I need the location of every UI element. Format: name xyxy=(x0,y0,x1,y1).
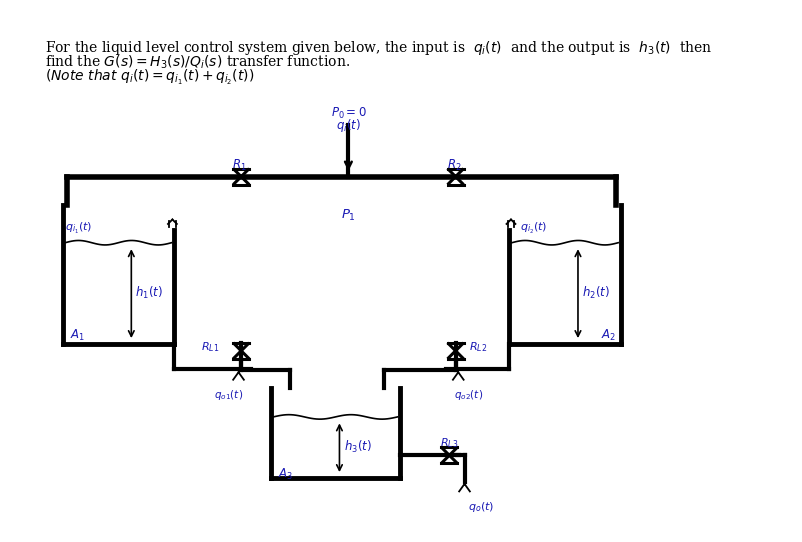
Text: $h_3(t)$: $h_3(t)$ xyxy=(343,439,371,455)
Text: $q_{o2}(t)$: $q_{o2}(t)$ xyxy=(453,388,482,402)
Text: $q_o(t)$: $q_o(t)$ xyxy=(468,500,494,514)
Text: $R_{L2}$: $R_{L2}$ xyxy=(468,340,487,354)
Text: $q_i(t)$: $q_i(t)$ xyxy=(335,117,360,134)
Text: $A_1$: $A_1$ xyxy=(70,327,85,343)
Text: $R_2$: $R_2$ xyxy=(446,158,460,173)
Text: $q_{i_2}(t)$: $q_{i_2}(t)$ xyxy=(519,221,547,236)
Text: $h_1(t)$: $h_1(t)$ xyxy=(135,285,163,301)
Text: $R_1$: $R_1$ xyxy=(232,158,246,173)
Text: $q_{i_1}(t)$: $q_{i_1}(t)$ xyxy=(65,221,92,236)
Text: $A_2$: $A_2$ xyxy=(601,327,615,343)
Text: $A_3$: $A_3$ xyxy=(277,467,293,482)
Text: $h_2(t)$: $h_2(t)$ xyxy=(581,285,609,301)
Text: $R_{L3}$: $R_{L3}$ xyxy=(439,436,458,450)
Text: $R_{L1}$: $R_{L1}$ xyxy=(200,340,219,354)
Text: For the liquid level control system given below, the input is  $q_i(t)$  and the: For the liquid level control system give… xyxy=(45,39,711,57)
Text: find the $G(s) = H_3(s)/Q_i(s)$ transfer function.: find the $G(s) = H_3(s)/Q_i(s)$ transfer… xyxy=(45,53,349,71)
Text: $(Note\ that\ q_i(t) = q_{i_1}(t) + q_{i_2}(t))$: $(Note\ that\ q_i(t) = q_{i_1}(t) + q_{i… xyxy=(45,68,253,87)
Text: $q_{o1}(t)$: $q_{o1}(t)$ xyxy=(214,388,243,402)
Text: $P_1$: $P_1$ xyxy=(341,208,355,223)
Text: $P_0=0$: $P_0=0$ xyxy=(330,106,366,121)
